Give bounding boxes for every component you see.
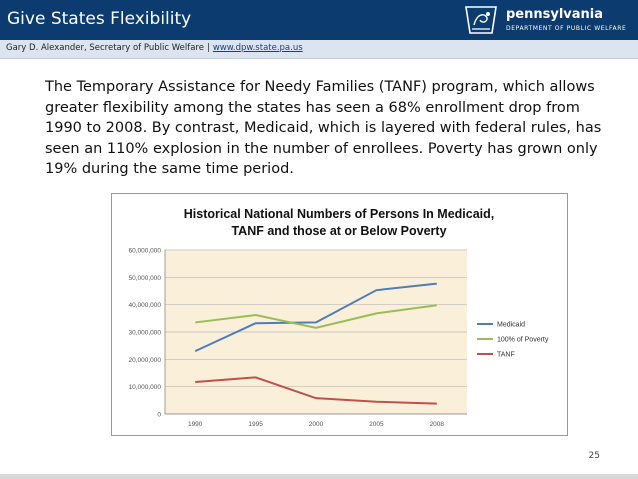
y-tick-label: 50,000,000: [128, 275, 161, 282]
y-tick-label: 40,000,000: [128, 302, 161, 309]
series-line-medicaid: [194, 282, 437, 353]
legend-label-100-of-poverty: 100% of Poverty: [497, 337, 549, 344]
website-link[interactable]: www.dpw.state.pa.us: [212, 43, 303, 53]
author-text: Gary D. Alexander, Secretary of Public W…: [6, 43, 204, 53]
slide-header: Give States Flexibility pennsylvania DEP…: [0, 0, 638, 40]
page-title: Give States Flexibility: [7, 9, 192, 29]
x-tick-label: 2008: [430, 421, 445, 428]
series-line-100-of-poverty: [195, 304, 437, 329]
byline: Gary D. Alexander, Secretary of Public W…: [6, 43, 303, 53]
chart-container: Historical National Numbers of Persons I…: [111, 193, 568, 436]
x-tick-label: 1995: [248, 421, 263, 428]
keystone-logo-icon: [465, 6, 497, 34]
legend-label-medicaid: Medicaid: [497, 322, 525, 329]
page-number: 25: [588, 451, 600, 461]
body-paragraph: The Temporary Assistance for Needy Famil…: [45, 79, 602, 177]
byline-separator: |: [206, 43, 210, 53]
x-tick-label: 2000: [309, 421, 324, 428]
logo-subtitle: DEPARTMENT OF PUBLIC WELFARE: [506, 25, 627, 32]
series-line-tanf: [195, 376, 437, 405]
y-tick-label: 30,000,000: [128, 330, 161, 337]
y-tick-label: 0: [157, 412, 161, 419]
x-tick-label: 2005: [369, 421, 384, 428]
chart-title-line-2: TANF and those at or Below Poverty: [231, 224, 446, 238]
chart-title-line-1: Historical National Numbers of Persons I…: [184, 207, 495, 221]
byline-bar: Gary D. Alexander, Secretary of Public W…: [0, 40, 638, 59]
legend-label-tanf: TANF: [497, 352, 515, 359]
footer-bar: [0, 474, 638, 479]
y-tick-label: 60,000,000: [128, 248, 161, 255]
line-chart: Historical National Numbers of Persons I…: [128, 207, 549, 428]
y-tick-label: 10,000,000: [128, 384, 161, 391]
logo-name: pennsylvania: [506, 7, 604, 22]
y-tick-label: 20,000,000: [128, 357, 161, 364]
pa-logo: pennsylvania DEPARTMENT OF PUBLIC WELFAR…: [462, 5, 638, 37]
x-tick-label: 1990: [188, 421, 203, 428]
